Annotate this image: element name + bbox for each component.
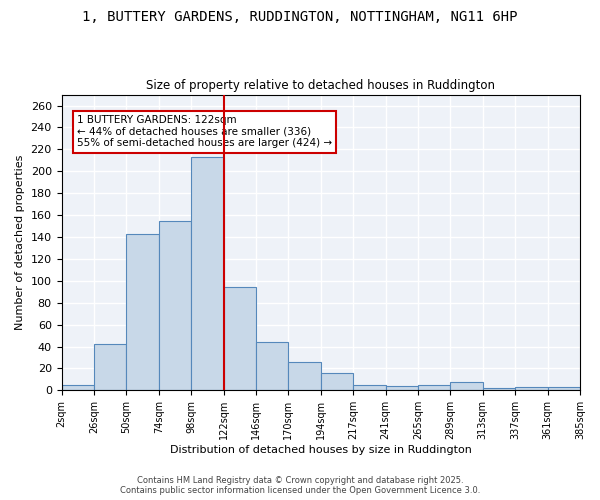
Text: 1, BUTTERY GARDENS, RUDDINGTON, NOTTINGHAM, NG11 6HP: 1, BUTTERY GARDENS, RUDDINGTON, NOTTINGH…	[82, 10, 518, 24]
Bar	[451, 382, 483, 390]
Bar	[418, 385, 451, 390]
Bar	[62, 385, 94, 390]
Bar	[353, 385, 386, 390]
Text: Contains HM Land Registry data © Crown copyright and database right 2025.
Contai: Contains HM Land Registry data © Crown c…	[120, 476, 480, 495]
Bar	[191, 157, 224, 390]
Bar	[159, 220, 191, 390]
Bar	[386, 386, 418, 390]
X-axis label: Distribution of detached houses by size in Ruddington: Distribution of detached houses by size …	[170, 445, 472, 455]
Bar	[224, 288, 256, 391]
Bar	[483, 388, 515, 390]
Y-axis label: Number of detached properties: Number of detached properties	[15, 155, 25, 330]
Bar	[127, 234, 159, 390]
Title: Size of property relative to detached houses in Ruddington: Size of property relative to detached ho…	[146, 79, 495, 92]
Bar	[515, 387, 548, 390]
Bar	[321, 373, 353, 390]
Bar	[256, 342, 289, 390]
Bar	[289, 362, 321, 390]
Bar	[94, 344, 127, 391]
Bar	[548, 387, 580, 390]
Text: 1 BUTTERY GARDENS: 122sqm
← 44% of detached houses are smaller (336)
55% of semi: 1 BUTTERY GARDENS: 122sqm ← 44% of detac…	[77, 116, 332, 148]
